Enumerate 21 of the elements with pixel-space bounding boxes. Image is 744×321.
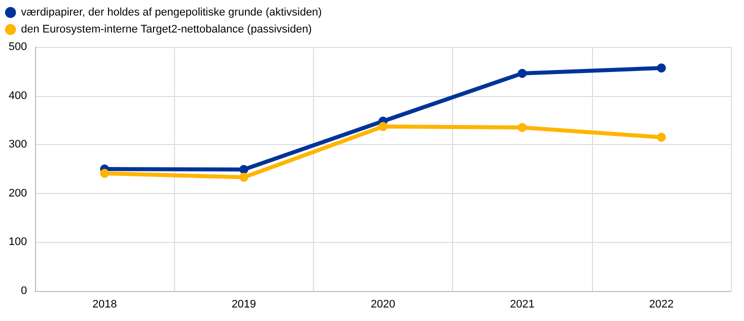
x-tick-label: 2018 [92,298,117,310]
point [518,68,527,78]
legend-label: værdipapirer, der holdes af pengepolitiske grunde (aktivsiden) [21,6,322,18]
y-tick-label: 300 [8,138,27,151]
y-tick-label: 0 [20,285,27,297]
x-tick-label: 2019 [232,298,256,310]
x-tick-label: 2020 [370,298,396,310]
point [656,63,666,72]
point [100,168,110,178]
y-tick-label: 100 [8,236,27,248]
x-tick-label: 2022 [649,298,674,310]
point [518,123,527,132]
point [656,132,666,142]
legend-label: den Eurosystem-interne Target2-nettobalance (passivsiden) [21,24,312,36]
y-tick-label: 500 [8,41,27,53]
point [378,122,388,132]
point [239,164,248,174]
y-tick-label: 200 [8,187,27,200]
x-tick-label: 2021 [510,298,534,310]
point [239,172,248,182]
y-tick-label: 400 [8,90,27,102]
